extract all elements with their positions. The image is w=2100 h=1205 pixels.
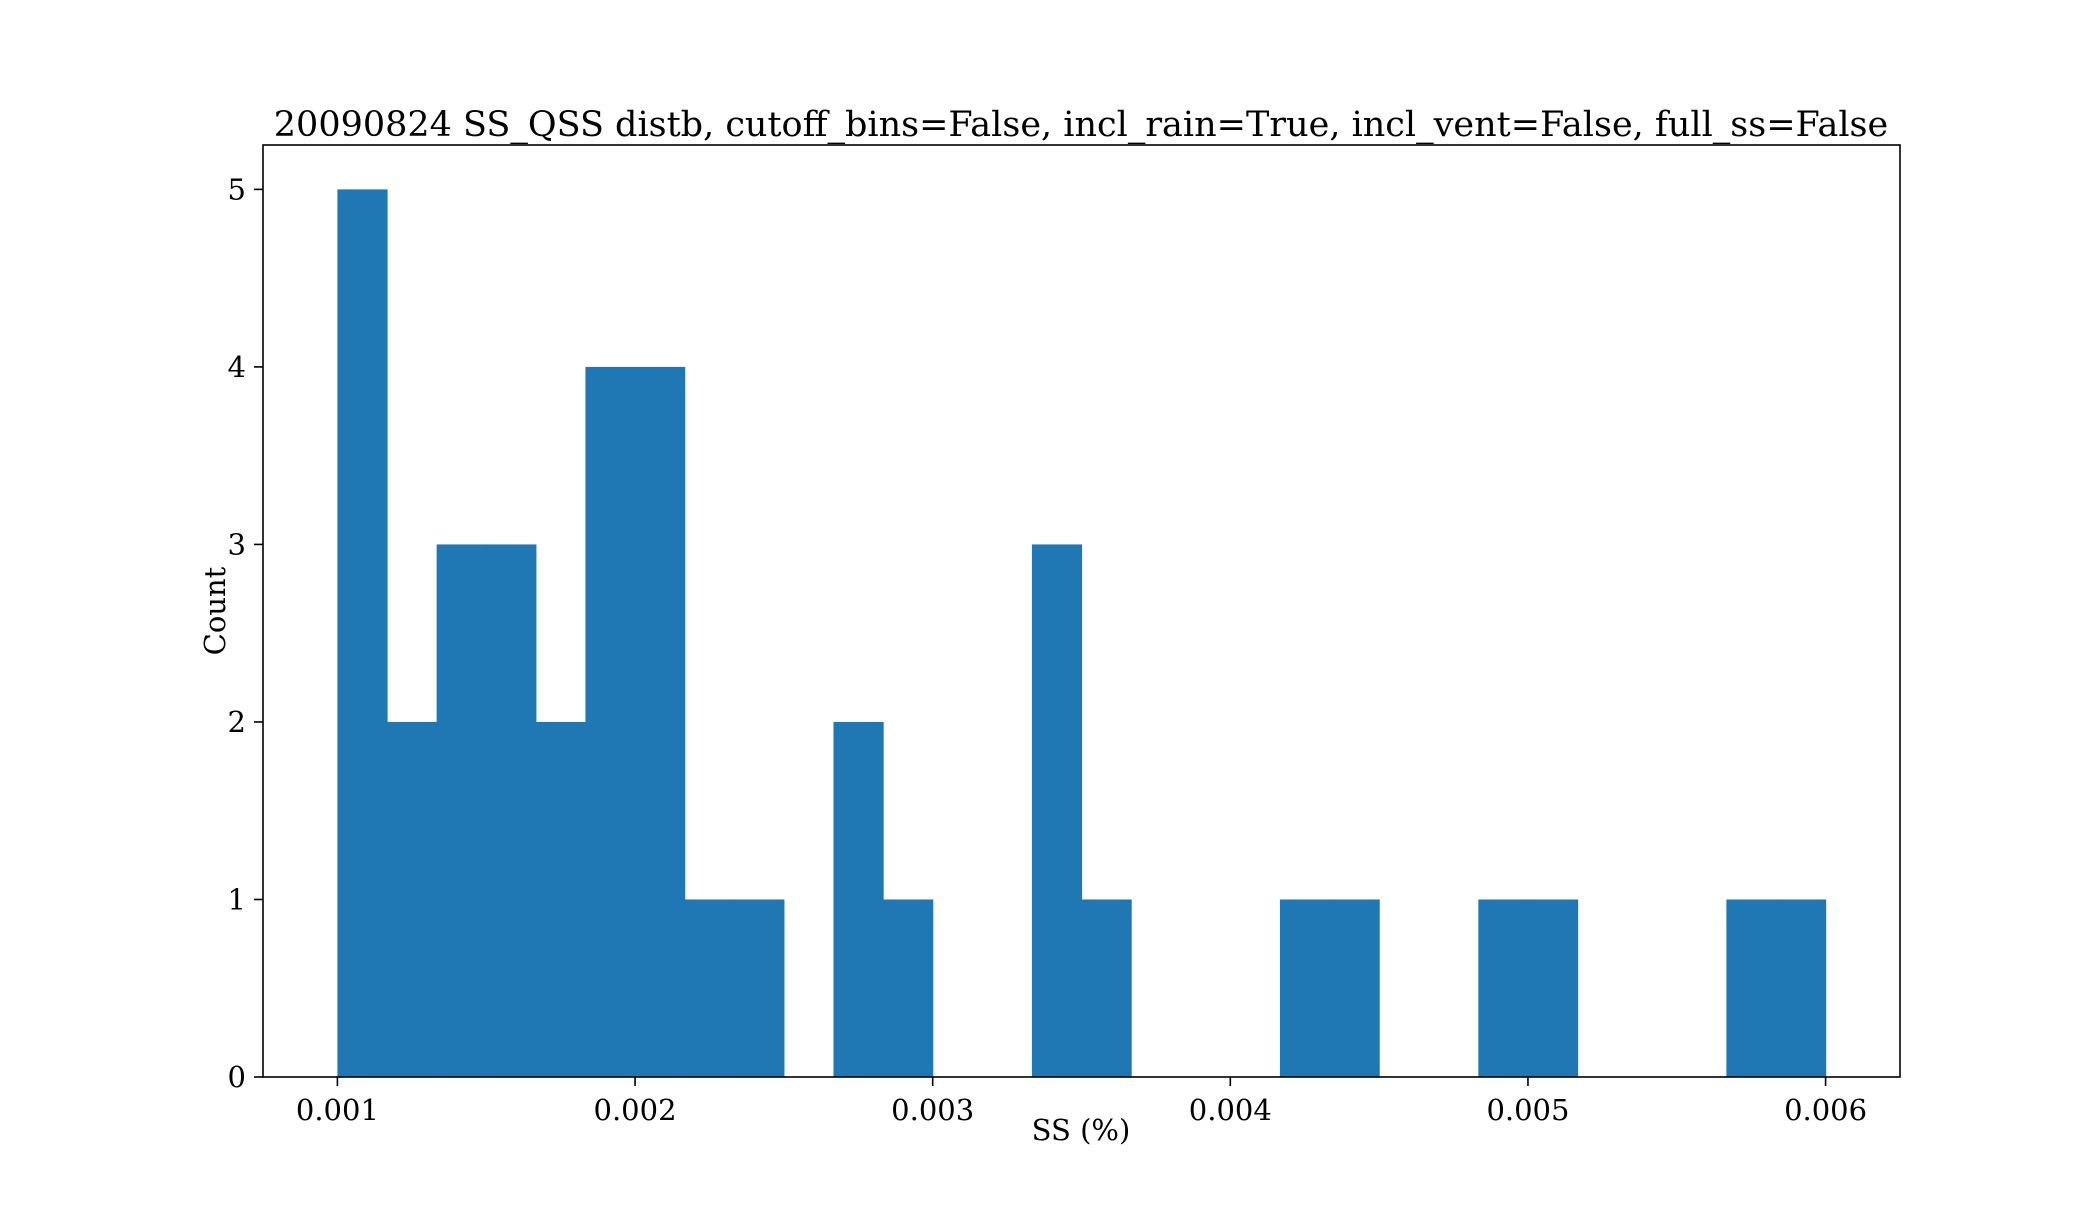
histogram-bar bbox=[1081, 899, 1132, 1077]
x-tick-label: 0.002 bbox=[594, 1093, 677, 1127]
x-tick-label: 0.005 bbox=[1486, 1093, 1569, 1127]
histogram-bar bbox=[1279, 899, 1331, 1077]
histogram-bar bbox=[337, 189, 388, 1077]
histogram-bar bbox=[635, 366, 686, 1077]
chart-title: 20090824 SS_QSS distb, cutoff_bins=False… bbox=[274, 105, 1888, 145]
y-tick-label: 1 bbox=[228, 882, 246, 916]
histogram-bar bbox=[585, 366, 636, 1077]
histogram-bar bbox=[833, 721, 884, 1077]
histogram-bar bbox=[387, 721, 438, 1077]
y-axis-ticks: 0 1 2 3 4 5 bbox=[228, 172, 263, 1094]
y-tick-label: 5 bbox=[228, 172, 246, 206]
x-tick-label: 0.006 bbox=[1784, 1093, 1867, 1127]
histogram-bar bbox=[535, 721, 587, 1077]
histogram-bar bbox=[734, 899, 785, 1077]
histogram-bar bbox=[1775, 899, 1827, 1077]
y-tick-label: 0 bbox=[228, 1060, 246, 1094]
histogram-bar bbox=[684, 899, 735, 1077]
y-tick-label: 2 bbox=[228, 705, 246, 739]
x-axis-label: SS (%) bbox=[1032, 1113, 1131, 1147]
x-axis-ticks: 0.001 0.002 0.003 0.004 0.005 0.006 bbox=[296, 1077, 1867, 1127]
histogram-bar bbox=[1478, 899, 1529, 1077]
histogram-bar bbox=[883, 899, 934, 1077]
histogram-bar bbox=[436, 544, 487, 1077]
x-tick-label: 0.001 bbox=[296, 1093, 379, 1127]
histogram-bar bbox=[1726, 899, 1777, 1077]
x-tick-label: 0.003 bbox=[891, 1093, 974, 1127]
y-axis-label: Count bbox=[198, 566, 232, 655]
histogram-bar bbox=[1031, 544, 1083, 1077]
y-tick-label: 4 bbox=[228, 350, 246, 384]
histogram-bar bbox=[1527, 899, 1579, 1077]
histogram-bar bbox=[486, 544, 537, 1077]
histogram-bars bbox=[337, 189, 1827, 1077]
histogram-bar bbox=[1329, 899, 1380, 1077]
x-tick-label: 0.004 bbox=[1189, 1093, 1272, 1127]
y-tick-label: 3 bbox=[228, 527, 246, 561]
axes-frame bbox=[262, 144, 1901, 1078]
